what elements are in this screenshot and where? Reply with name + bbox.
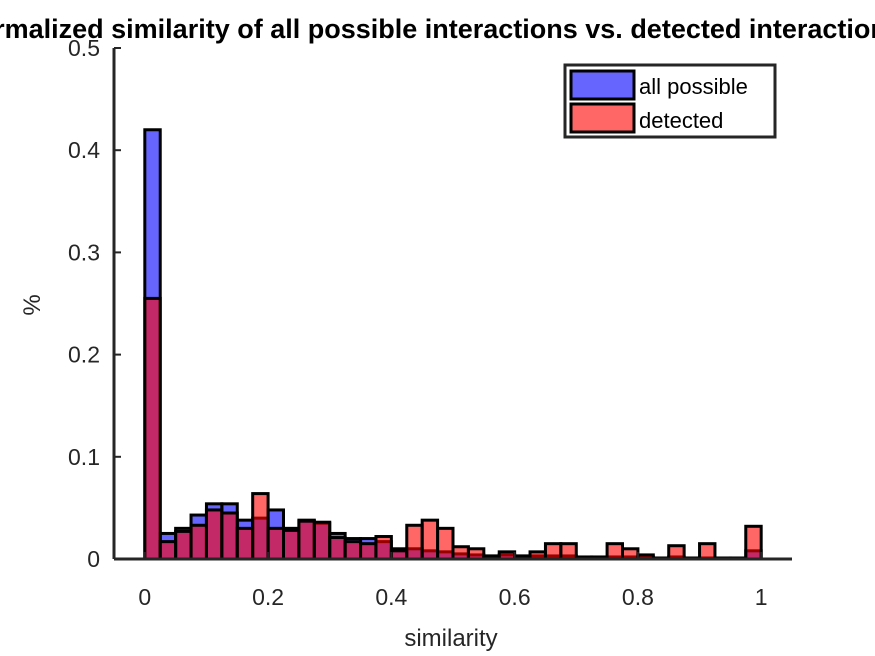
bar-detected bbox=[698, 542, 717, 561]
bar-detected bbox=[405, 523, 424, 561]
bar-detected bbox=[559, 542, 578, 561]
x-tick-label: 0.6 bbox=[499, 584, 531, 610]
x-tick-label: 1 bbox=[755, 584, 768, 610]
bar-detected bbox=[328, 536, 347, 561]
bar-detected bbox=[359, 542, 378, 561]
bar-detected bbox=[374, 535, 393, 561]
legend-label-all-possible: all possible bbox=[639, 74, 748, 99]
bar-detected bbox=[312, 520, 332, 561]
y-tick-label: 0.2 bbox=[68, 342, 100, 368]
legend-swatch-detected bbox=[569, 102, 636, 134]
bar-detected bbox=[220, 511, 239, 561]
bar-detected bbox=[436, 526, 455, 561]
bar-detected bbox=[282, 528, 301, 561]
x-axis-label: similarity bbox=[404, 625, 497, 652]
axes-layer: 0 0.2 0.4 0.6 0.8 1 0 0.1 0.2 0.3 0.4 0.5 bbox=[68, 35, 792, 610]
legend-label-detected: detected bbox=[639, 108, 723, 133]
x-tick-label: 0 bbox=[138, 584, 151, 610]
y-tick-label: 0.5 bbox=[68, 35, 100, 61]
bar-detected bbox=[174, 529, 193, 561]
chart-title: Normalized similarity of all possible in… bbox=[0, 14, 875, 44]
x-tick-label: 0.4 bbox=[375, 584, 407, 610]
bar-detected bbox=[621, 547, 640, 561]
bar-detected bbox=[667, 544, 686, 561]
y-tick-label: 0.1 bbox=[68, 444, 100, 470]
y-tick-label: 0 bbox=[87, 546, 100, 572]
bar-detected bbox=[543, 542, 563, 561]
bar-detected bbox=[266, 526, 286, 561]
x-tick-label: 0.8 bbox=[622, 584, 654, 610]
bar-detected bbox=[189, 523, 208, 561]
y-axis-label: % bbox=[19, 294, 46, 315]
bar-detected bbox=[235, 526, 255, 561]
bar-detected bbox=[297, 519, 316, 561]
legend: all possible detected bbox=[563, 63, 777, 139]
y-tick-label: 0.3 bbox=[68, 239, 100, 265]
bar-detected bbox=[158, 540, 178, 561]
legend-swatch-all-possible bbox=[569, 69, 636, 101]
bar-detected bbox=[451, 545, 470, 561]
bar-detected bbox=[143, 296, 162, 561]
bar-detected bbox=[204, 508, 224, 561]
bar-detected bbox=[420, 518, 440, 561]
bar-detected bbox=[466, 547, 486, 561]
bar-detected bbox=[251, 492, 270, 561]
bar-detected bbox=[744, 524, 763, 561]
bar-detected bbox=[605, 542, 624, 561]
x-tick-label: 0.2 bbox=[252, 584, 284, 610]
y-tick-label: 0.4 bbox=[68, 137, 100, 163]
bars-layer bbox=[143, 128, 763, 561]
bar-detected bbox=[343, 540, 363, 561]
